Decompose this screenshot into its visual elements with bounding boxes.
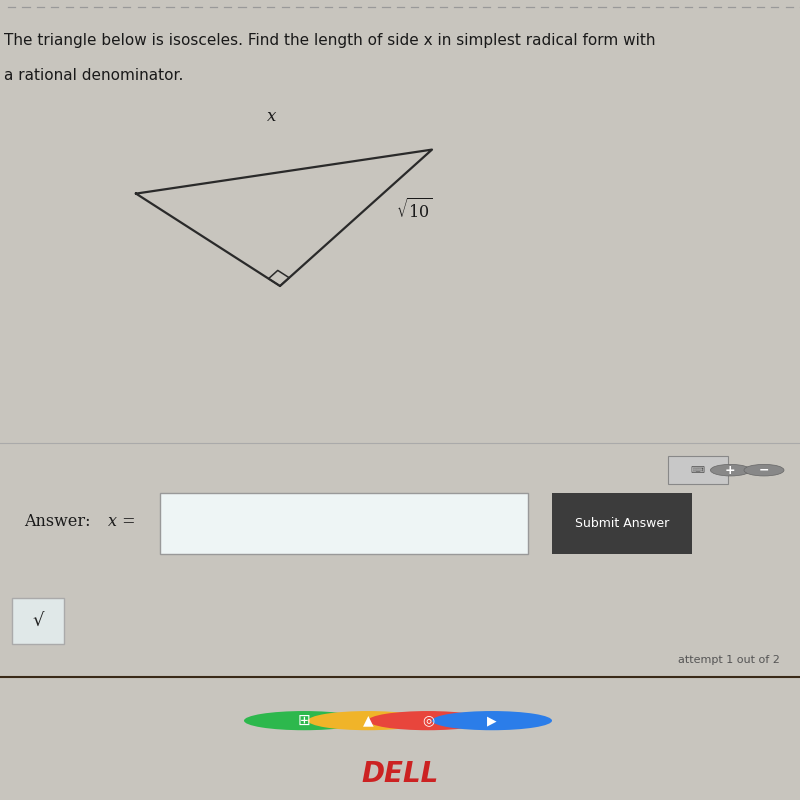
Text: ▶: ▶ [487,714,497,727]
Text: Answer:: Answer: [24,513,96,530]
Text: x: x [267,109,277,126]
Text: −: − [758,464,770,477]
Text: √: √ [33,612,44,630]
Text: ⊞: ⊞ [298,713,310,728]
Text: $\mathregular{\sqrt{10}}$: $\mathregular{\sqrt{10}}$ [396,199,433,223]
Circle shape [710,464,750,476]
FancyBboxPatch shape [160,494,528,554]
FancyBboxPatch shape [668,456,728,484]
Text: ▲: ▲ [362,714,374,728]
Text: attempt 1 out of 2: attempt 1 out of 2 [678,655,780,665]
Text: ◎: ◎ [422,714,434,728]
Circle shape [432,711,552,730]
Circle shape [308,711,428,730]
Circle shape [368,711,488,730]
FancyBboxPatch shape [12,598,64,644]
Text: a rational denominator.: a rational denominator. [4,68,183,83]
FancyBboxPatch shape [552,494,692,554]
Text: The triangle below is isosceles. Find the length of side x in simplest radical f: The triangle below is isosceles. Find th… [4,33,655,48]
Text: ⌨: ⌨ [690,465,705,475]
Circle shape [244,711,364,730]
Text: x =: x = [108,513,135,530]
Text: DELL: DELL [362,760,438,789]
Text: +: + [725,464,736,477]
Text: Submit Answer: Submit Answer [575,517,670,530]
Circle shape [744,464,784,476]
